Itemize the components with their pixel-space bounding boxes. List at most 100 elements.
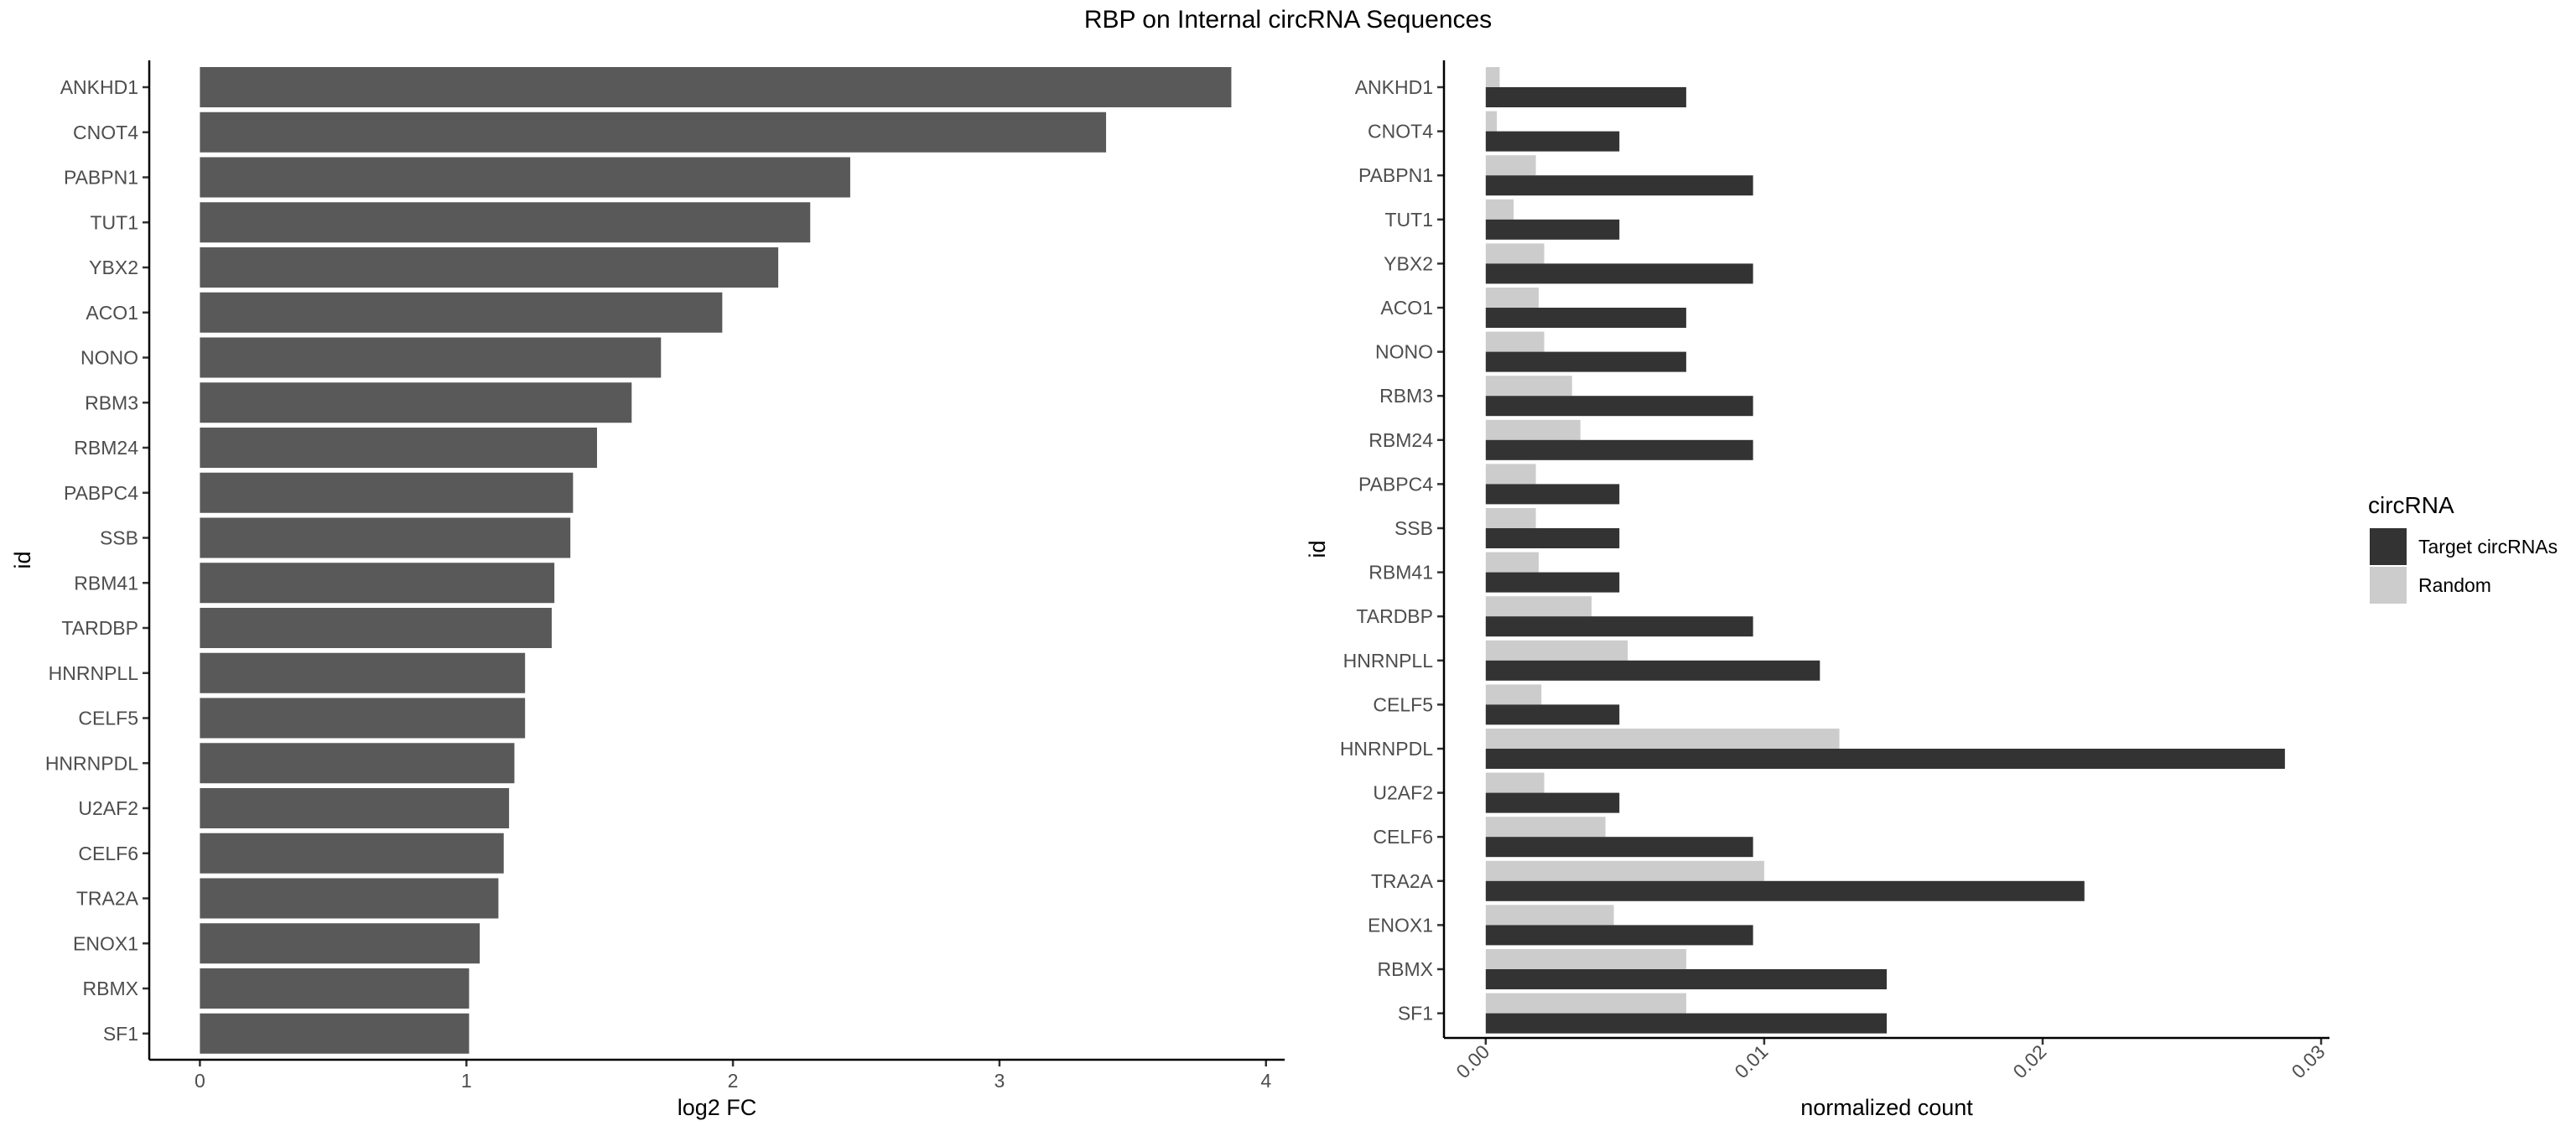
- normalized-count-y-tick-label: TARDBP: [1356, 605, 1433, 627]
- target-bar-celf5: [1485, 704, 1620, 725]
- log2fc-bar-rbm3: [200, 382, 632, 423]
- target-bar-u2af2: [1485, 792, 1620, 813]
- normalized-count-y-tick-label: RBM41: [1368, 562, 1433, 584]
- normalized-count-y-tick-label: SF1: [1398, 1003, 1433, 1025]
- log2fc-y-tick-label: TUT1: [91, 211, 139, 233]
- random-bar-hnrnpdl: [1485, 729, 1840, 749]
- normalized-count-y-tick-label: TUT1: [1385, 209, 1434, 231]
- log2fc-bar-u2af2: [200, 788, 510, 828]
- log2fc-bar-pabpc4: [200, 472, 574, 513]
- normalized-count-x-tick-label: 0.02: [2008, 1040, 2050, 1082]
- log2fc-bar-rbm24: [200, 428, 597, 468]
- normalized-count-x-tick-label: 0.00: [1452, 1040, 1493, 1082]
- legend-items: Target circRNAs Random: [2370, 528, 2558, 604]
- log2fc-bar-celf6: [200, 833, 504, 874]
- random-bar-tra2a: [1485, 860, 1764, 881]
- log2fc-bar-rbmx: [200, 968, 470, 1009]
- log2fc-y-tick-label: PABPC4: [64, 482, 138, 504]
- log2fc-x-tick-label: 1: [461, 1070, 472, 1092]
- random-bar-rbm41: [1485, 552, 1539, 573]
- normalized-count-y-tick-labels: ANKHD1 CNOT4 PABPN1 TUT1 YBX2 ACO1 NONO RBM3 RBM…: [1340, 76, 1444, 1025]
- log2fc-x-tick-label: 4: [1260, 1070, 1271, 1092]
- target-bar-aco1: [1485, 308, 1686, 328]
- normalized-count-y-tick-label: RBM24: [1368, 429, 1433, 451]
- log2fc-bar-enox1: [200, 923, 480, 964]
- log2fc-bar-tra2a: [200, 878, 499, 919]
- log2fc-bar-pabpn1: [200, 157, 850, 198]
- random-bar-u2af2: [1485, 772, 1545, 793]
- log2fc-y-axis-label: id: [10, 551, 35, 568]
- log2fc-y-tick-label: ACO1: [86, 302, 138, 324]
- normalized-count-y-tick-label: CELF5: [1373, 693, 1433, 715]
- log2fc-y-tick-label: NONO: [80, 347, 138, 369]
- target-bar-hnrnpdl: [1485, 749, 2285, 769]
- log2fc-bar-ankhd1: [200, 67, 1232, 107]
- log2fc-y-tick-label: RBM24: [74, 437, 138, 459]
- target-bar-hnrnpll: [1485, 660, 1820, 681]
- log2fc-y-tick-label: TRA2A: [76, 888, 139, 910]
- random-bar-rbmx: [1485, 949, 1686, 969]
- target-bar-rbm41: [1485, 572, 1620, 593]
- normalized-count-bars: [1485, 67, 2285, 1034]
- log2fc-y-tick-label: PABPN1: [64, 167, 138, 189]
- target-bar-pabpc4: [1485, 484, 1620, 505]
- log2fc-bar-hnrnpdl: [200, 743, 515, 784]
- log2fc-y-tick-label: RBM3: [85, 392, 138, 413]
- legend-label-random: Random: [2418, 574, 2491, 596]
- normalized-count-y-tick-label: TRA2A: [1371, 870, 1434, 892]
- target-bar-enox1: [1485, 925, 1753, 946]
- normalized-count-y-tick-label: CELF6: [1373, 826, 1433, 848]
- normalized-count-y-tick-label: HNRNPDL: [1340, 738, 1433, 760]
- log2fc-panel: ANKHD1 CNOT4 PABPN1 TUT1 YBX2 ACO1 NONO RBM3 RBM…: [10, 60, 1285, 1120]
- normalized-count-y-tick-label: HNRNPLL: [1343, 650, 1434, 672]
- legend: circRNA Target circRNAs Random: [2368, 492, 2558, 604]
- log2fc-x-tick-label: 0: [195, 1070, 205, 1092]
- random-bar-pabpn1: [1485, 155, 1536, 176]
- target-bar-nono: [1485, 351, 1686, 372]
- random-bar-ssb: [1485, 508, 1536, 528]
- legend-label-target-circrnas: Target circRNAs: [2418, 536, 2558, 558]
- log2fc-y-tick-label: TARDBP: [61, 617, 138, 639]
- target-bar-rbmx: [1485, 969, 1887, 989]
- normalized-count-x-tick-label: 0.01: [1730, 1040, 1772, 1082]
- log2fc-y-tick-label: CELF6: [78, 843, 138, 864]
- random-bar-celf5: [1485, 684, 1542, 705]
- random-bar-rbm3: [1485, 376, 1572, 397]
- log2fc-bar-celf5: [200, 698, 526, 739]
- target-bar-tardbp: [1485, 616, 1753, 637]
- normalized-count-y-tick-label: CNOT4: [1368, 121, 1433, 143]
- normalized-count-x-tick-label: 0.03: [2288, 1040, 2329, 1082]
- target-bar-pabpn1: [1485, 175, 1753, 196]
- chart-title: RBP on Internal circRNA Sequences: [1084, 6, 1492, 34]
- log2fc-bar-tut1: [200, 202, 811, 243]
- random-bar-rbm24: [1485, 419, 1581, 440]
- target-bar-cnot4: [1485, 131, 1620, 152]
- normalized-count-y-axis-label: id: [1305, 540, 1330, 558]
- target-bar-tut1: [1485, 219, 1620, 240]
- log2fc-y-tick-label: HNRNPLL: [49, 662, 139, 684]
- log2fc-y-tick-label: SSB: [100, 527, 138, 549]
- log2fc-x-ticks: 0 1 2 3 4: [195, 1060, 1271, 1092]
- log2fc-x-tick-label: 3: [995, 1070, 1005, 1092]
- log2fc-bar-sf1: [200, 1013, 470, 1054]
- log2fc-bar-cnot4: [200, 112, 1107, 153]
- normalized-count-y-tick-label: ANKHD1: [1355, 76, 1433, 98]
- normalized-count-y-tick-label: RBMX: [1378, 958, 1433, 980]
- log2fc-y-tick-label: CELF5: [78, 708, 138, 729]
- log2fc-y-tick-label: SF1: [103, 1023, 138, 1045]
- log2fc-bar-rbm41: [200, 563, 555, 604]
- log2fc-bars: [200, 67, 1232, 1054]
- log2fc-bar-nono: [200, 337, 662, 378]
- random-bar-tardbp: [1485, 596, 1592, 617]
- log2fc-y-tick-label: RBMX: [83, 978, 138, 999]
- random-bar-tut1: [1485, 199, 1514, 220]
- target-bar-ssb: [1485, 528, 1620, 548]
- normalized-count-y-tick-label: ENOX1: [1368, 914, 1433, 936]
- log2fc-y-tick-label: HNRNPDL: [45, 752, 138, 774]
- normalized-count-y-tick-label: U2AF2: [1373, 782, 1433, 804]
- normalized-count-y-tick-label: PABPC4: [1358, 473, 1433, 495]
- log2fc-y-tick-label: YBX2: [89, 257, 138, 278]
- random-bar-pabpc4: [1485, 464, 1536, 485]
- log2fc-y-tick-label: U2AF2: [78, 797, 138, 819]
